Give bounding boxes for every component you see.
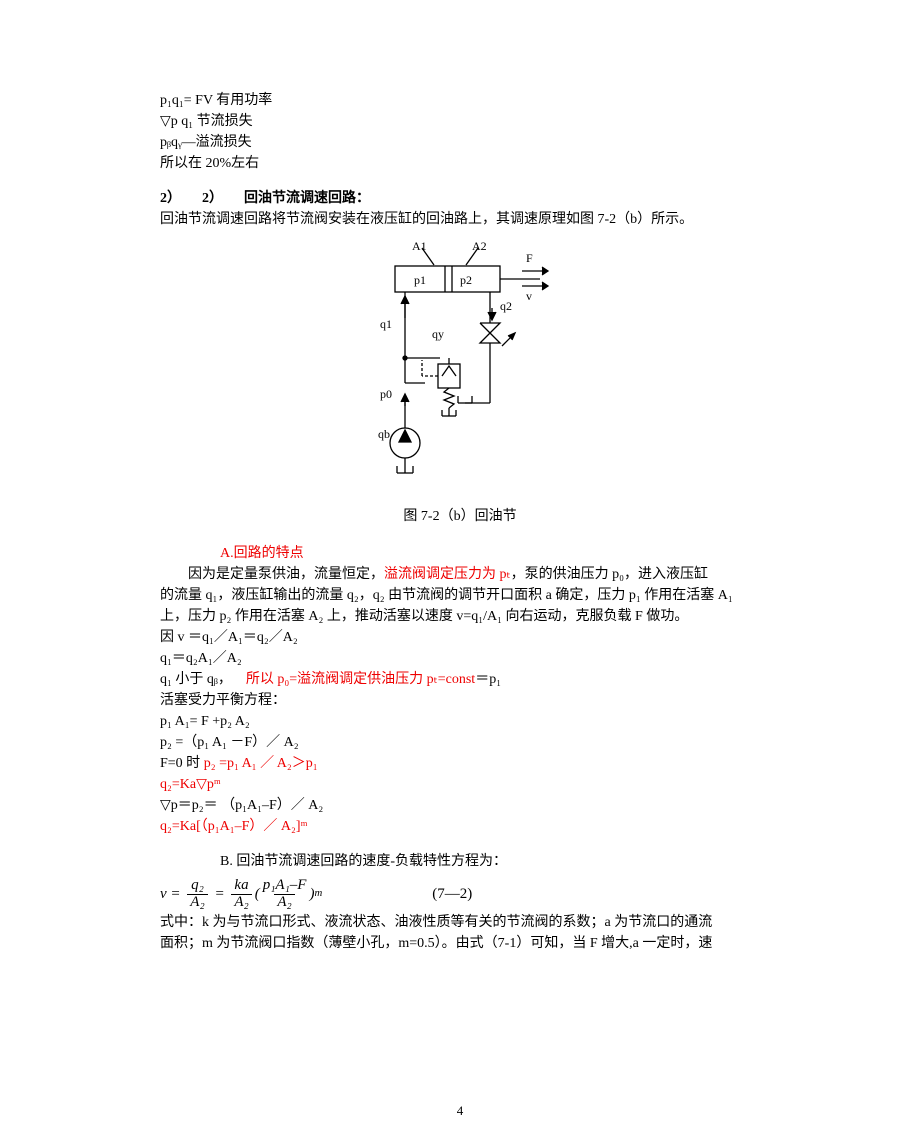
section-heading: 2） 2） 回油节流调速回路：	[100, 188, 820, 209]
f-mid-num: q₂	[191, 878, 204, 894]
partB-tail1: 式中：k 为与节流口形式、液流状态、油液性质等有关的节流阀的系数；a 为节流口的…	[100, 912, 820, 933]
partA-eq7: F=0 时 p₂ =p₁ A₁ ／ A₂＞p₁	[100, 753, 820, 774]
label-p0: p0	[380, 387, 392, 401]
partA-p1-b: 溢流阀调定压力为 pₜ	[384, 567, 511, 582]
label-p2: p2	[460, 273, 472, 287]
f-lhs: v	[160, 882, 167, 906]
f-r2-den: A₂	[274, 894, 294, 911]
partA-eq10: q₂=Ka[（p₁A₁–F）／ A₂]ᵐ	[100, 816, 820, 837]
section-title: 回油节流调速回路：	[244, 191, 370, 206]
f-r1-num: ka	[234, 878, 248, 894]
hydraulic-diagram: F v A1 A2 p1 p2 q1	[100, 238, 820, 496]
partA-eq5: p₁ A₁= F +p₂ A₂	[100, 711, 820, 732]
partA-eq8: q₂=Ka▽pᵐ	[100, 774, 820, 795]
partA-eq9: ▽p＝p₂＝ （p₁A₁–F）／ A₂	[100, 795, 820, 816]
f-r1-den: A₂	[231, 894, 251, 911]
label-q2: q2	[500, 299, 512, 313]
hdr-l1: p₁q₁= FV 有用功率	[100, 90, 820, 111]
f-eqnum: (7—2)	[432, 882, 472, 906]
partA-head: A.回路的特点	[100, 543, 820, 564]
page: p₁q₁= FV 有用功率 ▽p q₁ 节流损失 pᵦqᵧ—溢流损失 所以在 2…	[0, 0, 920, 1140]
label-F: F	[526, 251, 533, 265]
partA-p3: 上，压力 p₂ 作用在活塞 A₂ 上，推动活塞以速度 v=q₁/A₁ 向右运动，…	[100, 606, 820, 627]
partA-eq3-c: ＝p₁	[475, 672, 501, 687]
section-num-1: 2）	[160, 191, 181, 206]
partA-eq7-b: p₂ =p₁ A₁ ／ A₂＞p₁	[204, 756, 318, 771]
partA-eq3: q₁ 小于 qᵦ， 所以 p₀=溢流阀调定供油压力 pₜ=const＝p₁	[100, 669, 820, 690]
label-A1: A1	[412, 239, 427, 253]
label-v: v	[526, 289, 532, 303]
partB-formula: v = q₂ A₂ = ka A₂ ( p₁A₁–F A₂ ) m (7—2)	[160, 878, 820, 911]
section-intro: 回油节流调速回路将节流阀安装在液压缸的回油路上，其调速原理如图 7-2（b）所示…	[100, 209, 820, 230]
hdr-l2: ▽p q₁ 节流损失	[100, 111, 820, 132]
partA-p1-c: ，泵的供油压力 p₀，进入液压缸	[511, 567, 708, 582]
f-exp: m	[314, 885, 322, 902]
partB-head: B. 回油节流调速回路的速度-负载特性方程为：	[100, 851, 820, 872]
partA-eq7-a: F=0 时	[160, 756, 204, 771]
partA-head-text: A.回路的特点	[220, 546, 304, 561]
label-p1: p1	[414, 273, 426, 287]
partA-p1: 因为是定量泵供油，流量恒定，溢流阀调定压力为 pₜ，泵的供油压力 p₀，进入液压…	[100, 564, 820, 585]
label-q1: q1	[380, 317, 392, 331]
partB-tail2: 面积；m 为节流阀口指数（薄壁小孔，m=0.5）。由式（7-1）可知，当 F 增…	[100, 933, 820, 954]
label-qy: qy	[432, 327, 444, 341]
figure-caption: 图 7-2（b）回油节	[100, 506, 820, 528]
partA-eq6: p₂ =（p₁ A₁ －F）／ A₂	[100, 732, 820, 753]
partA-p2: 的流量 q₁，液压缸输出的流量 q₂，q₂ 由节流阀的调节开口面积 a 确定，压…	[100, 585, 820, 606]
hdr-l4: 所以在 20%左右	[100, 153, 820, 174]
label-A2: A2	[472, 239, 487, 253]
f-mid-den: A₂	[187, 894, 207, 911]
diagram-svg: F v A1 A2 p1 p2 q1	[350, 238, 570, 488]
partA-eq2: q₁＝q₂A₁／A₂	[100, 648, 820, 669]
page-number: 4	[0, 1101, 920, 1122]
partA-eq3-b: 所以 p₀=溢流阀调定供油压力 pₜ=const	[246, 672, 475, 687]
partA-p1-a: 因为是定量泵供油，流量恒定，	[188, 567, 384, 582]
partA-eq3-a: q₁ 小于 qᵦ，	[160, 672, 232, 687]
partA-eq1: 因 v ＝q₁／A₁＝q₂／A₂	[100, 627, 820, 648]
hdr-l3: pᵦqᵧ—溢流损失	[100, 132, 820, 153]
section-num-2: 2）	[202, 191, 223, 206]
f-r2-num: p₁A₁–F	[263, 878, 307, 894]
partA-eq4: 活塞受力平衡方程：	[100, 690, 820, 711]
label-qb: qb	[378, 427, 390, 441]
